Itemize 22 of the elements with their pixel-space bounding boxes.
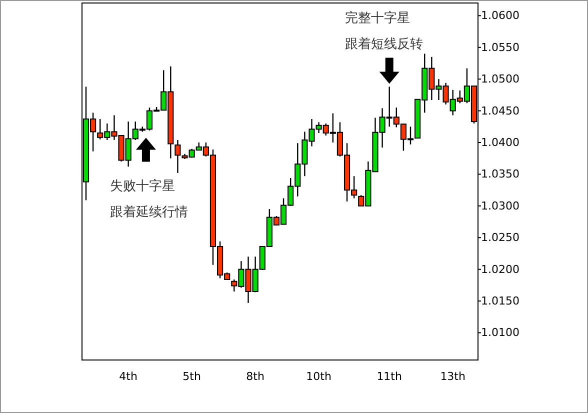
annotation: 失败十字星 bbox=[110, 178, 175, 194]
y-tick-label: 1.0200 bbox=[481, 262, 520, 276]
annotation: 完整十字星 bbox=[345, 10, 410, 26]
y-tick-label: 1.0400 bbox=[481, 136, 520, 150]
x-tick-label: 8th bbox=[246, 370, 264, 383]
x-tick-label: 10th bbox=[306, 370, 332, 383]
x-tick-label: 5th bbox=[182, 370, 201, 383]
y-tick-label: 1.0500 bbox=[481, 72, 520, 86]
y-tick-label: 1.0250 bbox=[481, 231, 520, 244]
y-tick-label: 1.0550 bbox=[481, 40, 520, 54]
y-tick-label: 1.0450 bbox=[481, 104, 520, 118]
annotation: 跟着短线反转 bbox=[345, 36, 423, 52]
x-tick-label: 4th bbox=[119, 370, 138, 383]
x-tick-label: 13th bbox=[440, 370, 466, 383]
candlestick bbox=[174, 139, 181, 174]
annotation: 跟着延续行情 bbox=[110, 204, 188, 220]
y-tick-label: 1.0600 bbox=[481, 9, 520, 22]
y-tick-label: 1.0350 bbox=[481, 168, 520, 181]
y-tick-label: 1.0150 bbox=[481, 294, 520, 308]
x-tick-label: 11th bbox=[376, 370, 402, 383]
y-tick-label: 1.0100 bbox=[481, 326, 520, 340]
y-tick-label: 1.0300 bbox=[481, 199, 520, 212]
